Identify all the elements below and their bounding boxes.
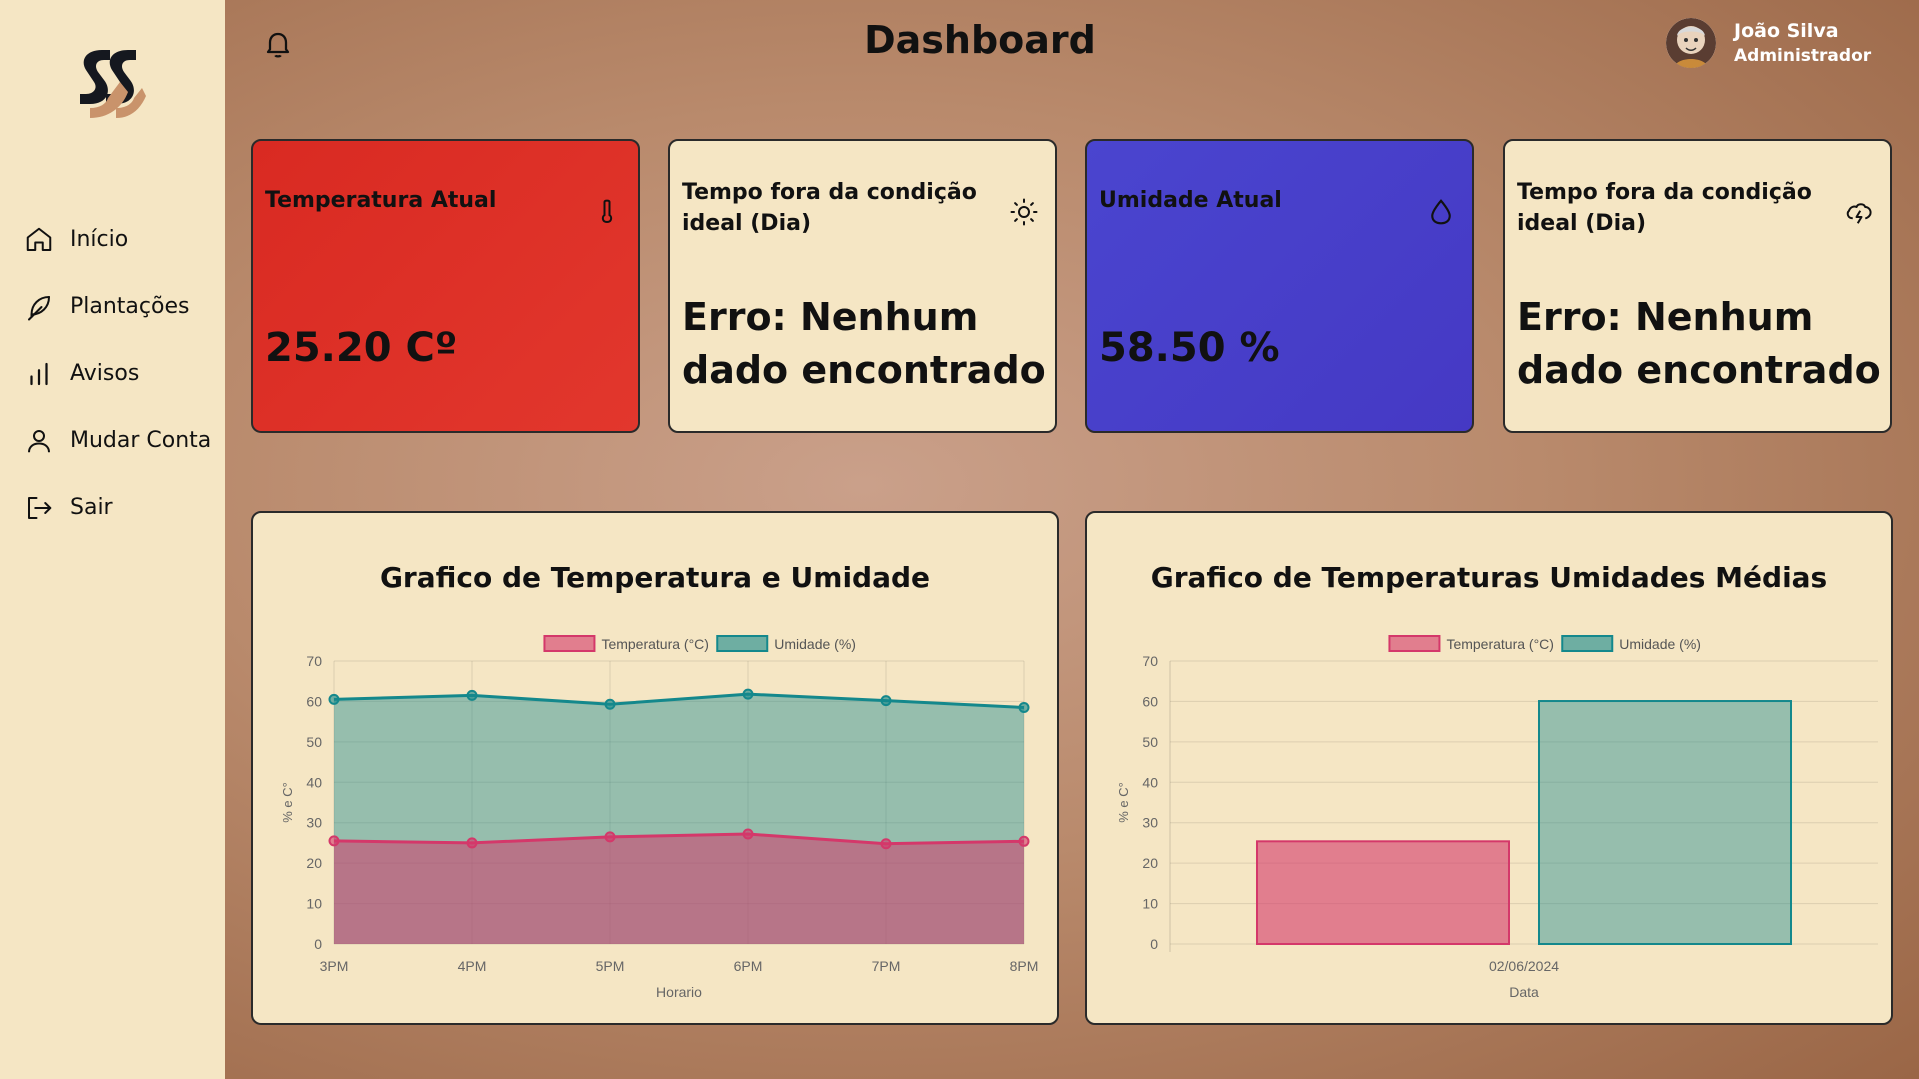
x-tick-label: 02/06/2024	[1489, 958, 1559, 974]
data-point	[1018, 701, 1030, 713]
x-tick-label: 3PM	[320, 958, 349, 974]
card-value: 58.50 %	[1099, 325, 1280, 371]
card-temperature: Temperatura Atual 25.20 Cº	[251, 139, 640, 433]
app-logo	[80, 50, 146, 118]
legend-label: Temperatura (°C)	[1446, 636, 1554, 652]
sidebar-item-label: Avisos	[70, 361, 140, 386]
y-tick-label: 20	[1142, 855, 1158, 871]
droplet-icon	[1431, 199, 1451, 225]
y-tick-label: 70	[306, 653, 322, 669]
line-chart: 0 10 20 30 40 50 60 70 % e C° Horario Temperatura …	[280, 635, 1039, 1000]
legend-swatch	[1561, 635, 1614, 652]
user-name: João Silva	[1734, 20, 1839, 42]
sidebar-item-inicio[interactable]: Início	[24, 206, 211, 273]
data-point	[880, 838, 892, 850]
card-outside-ideal-day: Tempo fora da condição ideal (Dia) Erro:…	[668, 139, 1057, 433]
data-point	[604, 831, 616, 843]
x-tick-label: 8PM	[1010, 958, 1039, 974]
y-tick-label: 0	[1150, 936, 1158, 952]
bar-chart: 0 10 20 30 40 50 60 70 % e C° Data Temperatura (°C…	[1116, 635, 1878, 1000]
card-humidity: Umidade Atual 58.50 %	[1085, 139, 1474, 433]
legend-swatch	[543, 635, 596, 652]
home-icon	[26, 227, 52, 251]
data-point	[466, 837, 478, 849]
y-tick-label: 30	[306, 815, 322, 831]
card-error-message: Erro: Nenhum dado encontrado	[1517, 295, 1881, 392]
y-tick-label: 60	[306, 693, 322, 709]
y-tick-label: 40	[306, 774, 322, 790]
bar	[1538, 700, 1792, 945]
x-axis-label: Horario	[656, 984, 702, 1000]
x-tick-label: 5PM	[596, 958, 625, 974]
series-area	[334, 834, 1024, 944]
y-tick-label: 0	[314, 936, 322, 952]
y-tick-label: 10	[1142, 896, 1158, 912]
data-point	[742, 828, 754, 840]
series-line	[333, 832, 1025, 846]
user-icon	[28, 429, 50, 452]
card-title: Tempo fora da condição ideal (Dia)	[1517, 180, 1812, 236]
card-error-message: Erro: Nenhum dado encontrado	[682, 295, 1046, 392]
data-point	[880, 695, 892, 707]
chart-card-line: Grafico de Temperatura e Umidade 0 10 20 30…	[251, 511, 1059, 1025]
data-point	[328, 835, 340, 847]
legend-swatch	[716, 635, 769, 652]
data-point	[742, 688, 754, 700]
card-title: Temperatura Atual	[265, 188, 497, 213]
y-tick-label: 10	[306, 896, 322, 912]
x-axis-label: Data	[1509, 984, 1539, 1000]
card-outside-ideal-day-2: Tempo fora da condição ideal (Dia) Erro:…	[1503, 139, 1892, 433]
y-tick-label: 20	[306, 855, 322, 871]
sun-icon	[1010, 198, 1038, 226]
sidebar-item-label: Mudar Conta	[70, 428, 212, 453]
chart-title: Grafico de Temperaturas Umidades Médias	[1150, 561, 1828, 594]
thermometer-icon	[601, 199, 613, 224]
y-axis-label: % e C°	[280, 782, 295, 823]
chart-title: Grafico de Temperatura e Umidade	[379, 561, 931, 594]
data-point	[604, 698, 616, 710]
legend-label: Umidade (%)	[774, 636, 856, 652]
data-point	[328, 693, 340, 705]
sidebar-item-label: Plantações	[70, 294, 190, 319]
y-axis-label: % e C°	[1116, 782, 1131, 823]
bar-chart-icon	[30, 362, 48, 385]
card-title: Umidade Atual	[1099, 188, 1282, 213]
logout-icon	[28, 496, 52, 519]
sidebar: Início Plantações Avisos Mudar Conta Sai…	[0, 0, 225, 1079]
y-tick-label: 30	[1142, 815, 1158, 831]
sidebar-item-sair[interactable]: Sair	[24, 474, 211, 541]
x-tick-label: 7PM	[872, 958, 901, 974]
sidebar-item-mudar-conta[interactable]: Mudar Conta	[24, 407, 211, 474]
page-title: Dashboard	[864, 18, 1096, 62]
user-role: Administrador	[1734, 46, 1872, 66]
y-tick-label: 70	[1142, 653, 1158, 669]
series-line	[333, 692, 1025, 709]
card-title: Tempo fora da condição ideal (Dia)	[682, 180, 977, 236]
legend-label: Umidade (%)	[1619, 636, 1701, 652]
avatar-image	[1666, 18, 1716, 68]
y-tick-label: 60	[1142, 693, 1158, 709]
chart-card-bar: Grafico de Temperaturas Umidades Médias …	[1085, 511, 1893, 1025]
data-point	[1018, 835, 1030, 847]
y-tick-label: 40	[1142, 774, 1158, 790]
sidebar-item-label: Início	[70, 227, 129, 252]
feather-icon	[28, 295, 50, 320]
x-tick-label: 4PM	[458, 958, 487, 974]
sidebar-item-plantacoes[interactable]: Plantações	[24, 273, 211, 340]
card-value: 25.20 Cº	[265, 325, 458, 371]
sidebar-nav: Início Plantações Avisos Mudar Conta Sai…	[24, 206, 211, 541]
legend-swatch	[1388, 635, 1441, 652]
sidebar-item-label: Sair	[70, 495, 113, 520]
x-tick-label: 6PM	[734, 958, 763, 974]
y-tick-label: 50	[306, 734, 322, 750]
bar	[1256, 840, 1510, 945]
avatar[interactable]	[1666, 18, 1716, 68]
sidebar-item-avisos[interactable]: Avisos	[24, 340, 211, 407]
bell-icon[interactable]	[262, 28, 294, 60]
legend-label: Temperatura (°C)	[601, 636, 709, 652]
cloud-lightning-icon	[1846, 203, 1872, 224]
y-tick-label: 50	[1142, 734, 1158, 750]
data-point	[466, 689, 478, 701]
